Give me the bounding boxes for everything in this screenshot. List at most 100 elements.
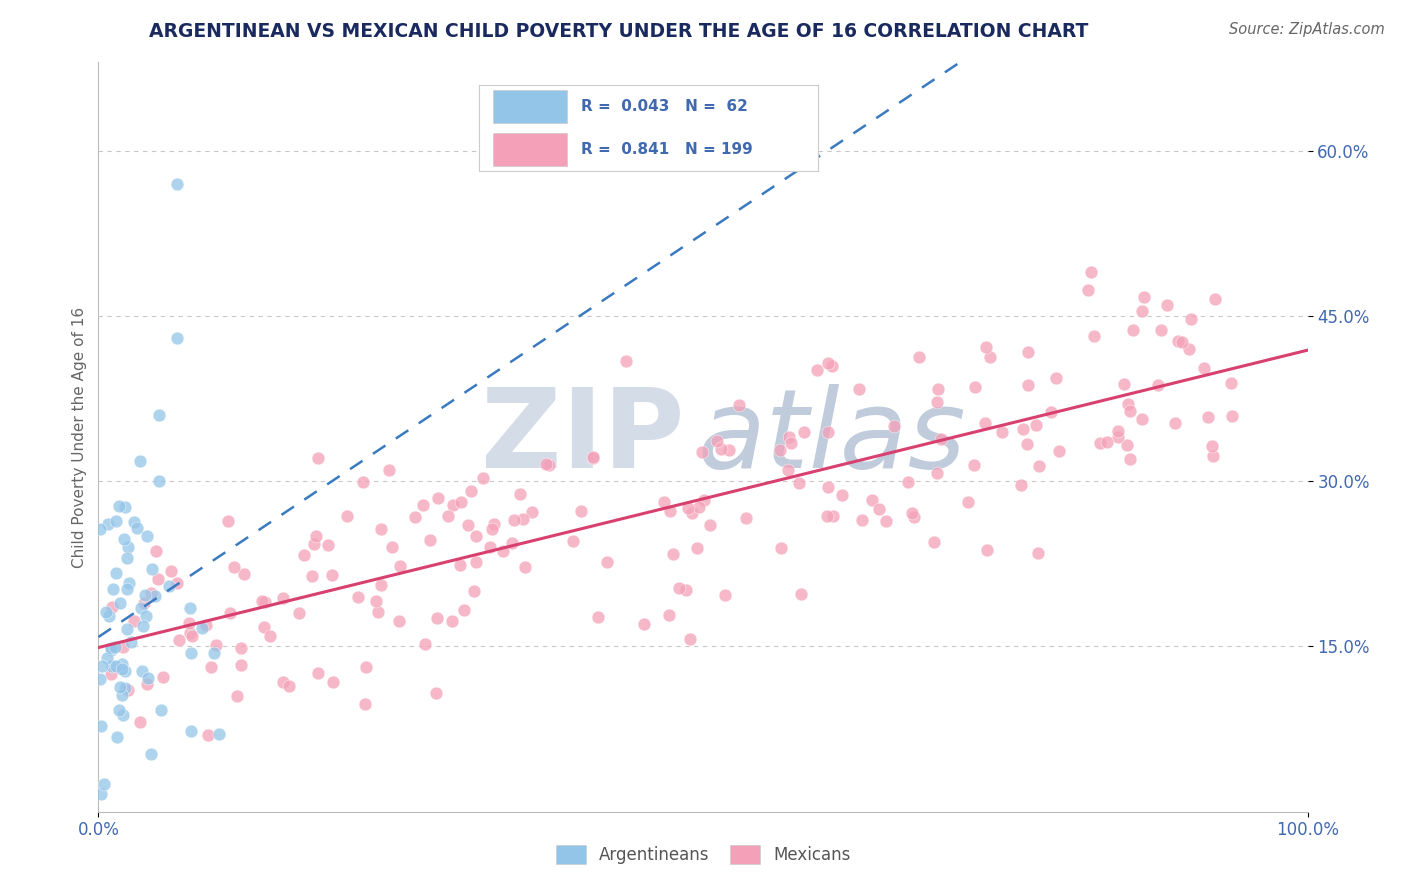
Y-axis label: Child Poverty Under the Age of 16: Child Poverty Under the Age of 16: [72, 307, 87, 567]
Point: [1116, 438, 1139, 452]
Point: [122, 515, 145, 529]
Point: [929, 432, 952, 446]
Legend: Argentineans, Mexicans: Argentineans, Mexicans: [550, 838, 856, 871]
Point: [652, 495, 675, 509]
Point: [89, 673, 111, 687]
Point: [908, 350, 931, 364]
Point: [728, 398, 751, 412]
Text: ARGENTINEAN VS MEXICAN CHILD POVERTY UNDER THE AGE OF 16 CORRELATION CHART: ARGENTINEAN VS MEXICAN CHILD POVERTY UND…: [149, 22, 1088, 41]
Point: [225, 689, 247, 703]
Point: [1156, 298, 1178, 312]
Point: [166, 576, 188, 591]
Point: [1114, 377, 1136, 392]
Point: [706, 434, 728, 448]
Point: [111, 657, 134, 672]
Point: [1040, 405, 1063, 419]
Point: [157, 579, 180, 593]
Point: [690, 444, 713, 458]
Point: [710, 442, 733, 457]
Point: [1132, 291, 1154, 305]
Point: [581, 450, 603, 465]
Point: [118, 576, 141, 591]
Point: [271, 591, 294, 605]
Point: [668, 582, 690, 596]
Point: [347, 590, 370, 604]
Point: [831, 487, 853, 501]
Point: [135, 676, 157, 690]
Point: [191, 621, 214, 635]
Point: [676, 500, 699, 515]
Point: [136, 671, 159, 685]
Point: [426, 611, 449, 625]
Point: [522, 505, 544, 519]
Point: [305, 529, 328, 543]
Point: [117, 540, 139, 554]
Point: [1010, 478, 1032, 492]
Point: [1204, 293, 1226, 307]
Point: [974, 340, 997, 354]
Point: [465, 555, 488, 569]
Point: [817, 356, 839, 370]
Point: [1150, 323, 1173, 337]
Point: [1147, 378, 1170, 392]
Point: [200, 659, 222, 673]
Point: [875, 515, 897, 529]
Point: [322, 674, 344, 689]
Point: [503, 513, 526, 527]
Point: [367, 605, 389, 619]
Point: [111, 688, 134, 702]
Point: [1017, 344, 1039, 359]
Point: [1107, 424, 1129, 438]
Point: [1118, 451, 1140, 466]
Point: [509, 487, 531, 501]
Point: [108, 596, 131, 610]
Point: [352, 475, 374, 489]
Point: [734, 511, 756, 525]
Point: [100, 641, 122, 656]
Point: [388, 614, 411, 628]
Point: [481, 522, 503, 536]
Point: [205, 638, 228, 652]
Point: [927, 467, 949, 481]
Point: [770, 541, 793, 556]
Point: [122, 614, 145, 628]
Point: [318, 538, 340, 552]
Point: [139, 586, 162, 600]
Point: [1118, 403, 1140, 417]
Point: [1026, 546, 1049, 560]
Point: [160, 564, 183, 578]
Point: [688, 500, 710, 514]
Point: [112, 640, 135, 654]
Point: [883, 419, 905, 434]
Point: [718, 442, 741, 457]
Point: [181, 629, 204, 643]
Point: [114, 500, 136, 514]
Point: [141, 562, 163, 576]
Point: [427, 491, 450, 505]
Point: [415, 637, 437, 651]
Point: [146, 572, 169, 586]
Point: [253, 620, 276, 634]
Point: [460, 483, 482, 498]
Point: [112, 532, 135, 546]
Point: [661, 547, 683, 561]
Point: [1164, 416, 1187, 430]
Point: [105, 514, 128, 528]
Point: [1180, 312, 1202, 326]
Point: [307, 665, 329, 680]
Point: [115, 550, 138, 565]
Point: [150, 703, 173, 717]
Point: [105, 730, 128, 744]
Point: [91, 658, 114, 673]
Point: [354, 697, 377, 711]
Point: [177, 615, 200, 630]
Point: [307, 450, 329, 465]
Point: [815, 509, 838, 524]
Point: [250, 594, 273, 608]
Point: [208, 727, 231, 741]
Point: [204, 646, 226, 660]
Point: [787, 476, 810, 491]
Point: [976, 542, 998, 557]
Point: [1192, 361, 1215, 376]
Point: [776, 463, 799, 477]
